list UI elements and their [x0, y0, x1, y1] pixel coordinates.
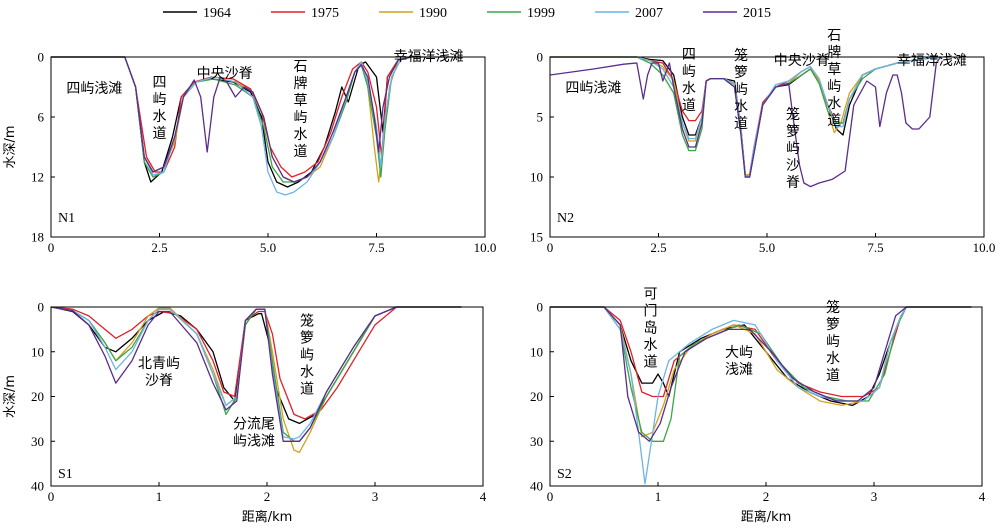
x-tick-label: 5.0: [759, 240, 775, 255]
x-axis-label: 距离/km: [242, 509, 293, 525]
x-tick-label: 2.5: [151, 240, 167, 255]
x-tick-label: 2: [763, 489, 770, 504]
series-group: [550, 306, 972, 485]
x-tick-label: 0: [547, 240, 554, 255]
x-tick-label: 4: [979, 489, 986, 504]
annotation-label: 幸福洋浅滩: [394, 49, 464, 65]
x-tick-label: 10.0: [973, 240, 996, 255]
x-tick-label: 3: [871, 489, 878, 504]
annotation-label: 分流尾屿浅滩: [233, 416, 275, 449]
legend-label-1999: 1999: [527, 6, 555, 21]
y-tick-label: 40: [31, 479, 44, 494]
series-line-1964: [51, 306, 462, 425]
y-tick-label: 0: [38, 50, 45, 65]
x-tick-label: 2: [264, 489, 271, 504]
series-line-2015: [550, 56, 942, 188]
series-line-1999: [550, 306, 972, 442]
legend-label-1975: 1975: [311, 6, 339, 21]
annotation-label: 笼箩屿水道: [300, 312, 314, 397]
annotation-label: 笼箩屿水道: [826, 299, 840, 384]
y-tick-label: 20: [530, 389, 543, 404]
y-tick-label: 0: [537, 50, 544, 65]
plot-frame: [549, 306, 983, 487]
chart-panel-n1: 0 2.5 5.0 7.5 10.0 0 6 12 18 水深/m N1 四屿浅滩 四屿水道 中央沙脊 石牌…: [3, 49, 496, 255]
y-tick-label: 15: [530, 230, 543, 245]
panel-id-label: N2: [557, 211, 574, 226]
y-tick-label: 12: [31, 170, 44, 185]
annotation-label: 北青屿沙脊: [138, 356, 180, 389]
series-line-2015: [550, 306, 972, 442]
panel-id-label: S2: [557, 467, 572, 482]
annotation-label: 四屿水道: [682, 47, 696, 114]
x-tick-label: 0: [48, 240, 55, 255]
y-axis-label: 水深/m: [3, 125, 18, 168]
legend-label-2007: 2007: [635, 6, 663, 21]
x-tick-label: 0: [48, 489, 55, 504]
x-tick-label: 0: [547, 489, 554, 504]
y-axis-label: 水深/m: [3, 375, 18, 418]
series-line-1975: [51, 56, 412, 178]
x-tick-label: 7.5: [368, 240, 384, 255]
legend: 1964 1975 1990 1999 2007 2015: [163, 6, 771, 21]
legend-label-2015: 2015: [743, 6, 771, 21]
series-line-2015: [51, 306, 462, 442]
series-group: [51, 56, 459, 196]
chart-panel-n2: 0 2.5 5.0 7.5 10.0 0 5 10 15 N2 四屿浅滩 四屿水道 笼箩屿水道 中央沙脊笼…: [530, 28, 995, 255]
y-tick-label: 5: [537, 110, 544, 125]
y-tick-label: 0: [537, 300, 544, 315]
x-tick-label: 1: [156, 489, 163, 504]
panel-id-label: S1: [58, 467, 73, 482]
y-tick-label: 40: [530, 479, 543, 494]
annotation-label: 四屿浅滩: [66, 81, 122, 97]
series-line-2007: [550, 306, 972, 485]
x-tick-label: 3: [372, 489, 379, 504]
series-line-2007: [51, 56, 412, 196]
annotation-label: 大屿浅滩: [725, 345, 753, 378]
series-group: [550, 56, 942, 188]
annotation-label: 石牌草屿水道: [294, 59, 308, 160]
y-tick-label: 10: [530, 170, 543, 185]
series-line-1964: [550, 306, 972, 407]
x-axis-label: 距离/km: [741, 509, 792, 525]
y-tick-label: 20: [31, 389, 44, 404]
series-line-2015: [51, 56, 459, 183]
x-tick-label: 2.5: [650, 240, 666, 255]
annotation-label: 笼箩屿沙脊: [786, 106, 800, 191]
x-tick-label: 5.0: [260, 240, 276, 255]
y-tick-label: 10: [31, 344, 44, 359]
annotation-label: 幸福洋浅滩: [897, 53, 967, 69]
annotation-label: 笼箩屿水道: [734, 47, 748, 132]
series-group: [51, 306, 462, 454]
legend-label-1990: 1990: [419, 6, 447, 21]
annotation-label: 石牌草屿水道: [827, 28, 841, 129]
annotation-label: 中央沙脊: [197, 66, 253, 82]
y-tick-label: 30: [31, 434, 44, 449]
legend-label-1964: 1964: [203, 6, 231, 21]
annotation-label: 中央沙脊: [774, 53, 830, 69]
annotation-label: 四屿浅滩: [565, 81, 621, 97]
y-tick-label: 30: [530, 434, 543, 449]
y-tick-label: 0: [38, 300, 45, 315]
annotation-label: 可门岛水道: [643, 287, 657, 371]
y-tick-label: 18: [31, 230, 44, 245]
x-tick-label: 7.5: [867, 240, 883, 255]
chart-panel-s1: 0 1 2 3 4010203040水深/m距离/kmS1北青屿沙脊分流尾屿浅滩笼箩屿水…: [3, 300, 487, 526]
x-tick-label: 1: [655, 489, 662, 504]
panel-id-label: N1: [58, 211, 75, 226]
series-line-1990: [550, 306, 972, 438]
x-tick-label: 10.0: [474, 240, 497, 255]
x-tick-label: 4: [480, 489, 487, 504]
y-tick-label: 10: [530, 344, 543, 359]
annotation-label: 四屿水道: [153, 75, 167, 142]
y-tick-label: 6: [38, 110, 45, 125]
